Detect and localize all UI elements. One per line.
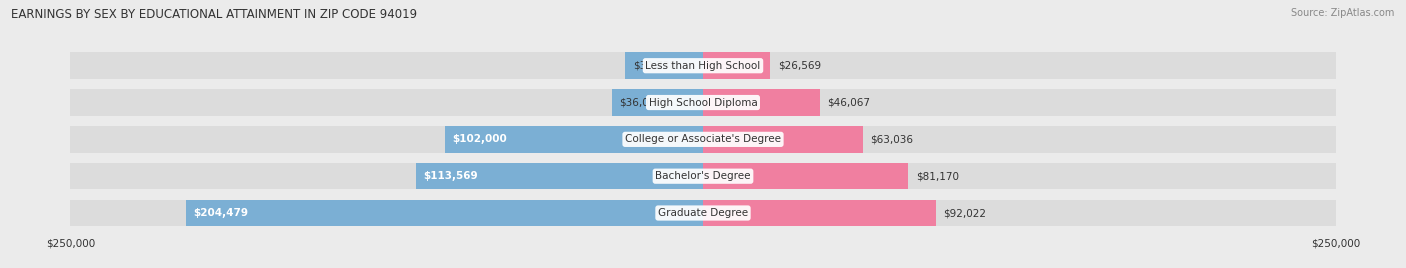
Bar [703,200,936,226]
Text: $92,022: $92,022 [943,208,987,218]
Text: Graduate Degree: Graduate Degree [658,208,748,218]
Bar [703,89,1336,116]
Text: $102,000: $102,000 [453,134,508,144]
Bar [703,89,820,116]
Bar [186,200,703,226]
Text: Bachelor's Degree: Bachelor's Degree [655,171,751,181]
Bar [703,53,770,79]
Bar [703,200,1336,226]
Bar [70,53,703,79]
Bar [70,126,703,152]
Bar [416,163,703,189]
Text: $26,569: $26,569 [778,61,821,71]
Text: EARNINGS BY SEX BY EDUCATIONAL ATTAINMENT IN ZIP CODE 94019: EARNINGS BY SEX BY EDUCATIONAL ATTAINMEN… [11,8,418,21]
Bar [703,163,908,189]
Bar [703,53,1336,79]
Text: $46,067: $46,067 [827,98,870,107]
Text: $30,738: $30,738 [633,61,676,71]
Text: $113,569: $113,569 [423,171,478,181]
Bar [703,163,1336,189]
Text: High School Diploma: High School Diploma [648,98,758,107]
Text: Less than High School: Less than High School [645,61,761,71]
Bar [70,163,703,189]
Bar [703,126,1336,152]
Text: $63,036: $63,036 [870,134,912,144]
Text: Source: ZipAtlas.com: Source: ZipAtlas.com [1291,8,1395,18]
Bar [612,89,703,116]
Bar [444,126,703,152]
Text: College or Associate's Degree: College or Associate's Degree [626,134,780,144]
Text: $81,170: $81,170 [917,171,959,181]
Legend: Male, Female: Male, Female [651,266,755,268]
Bar [70,89,703,116]
Text: $204,479: $204,479 [193,208,247,218]
Text: $36,058: $36,058 [619,98,662,107]
Bar [703,126,862,152]
Bar [70,200,703,226]
Bar [626,53,703,79]
